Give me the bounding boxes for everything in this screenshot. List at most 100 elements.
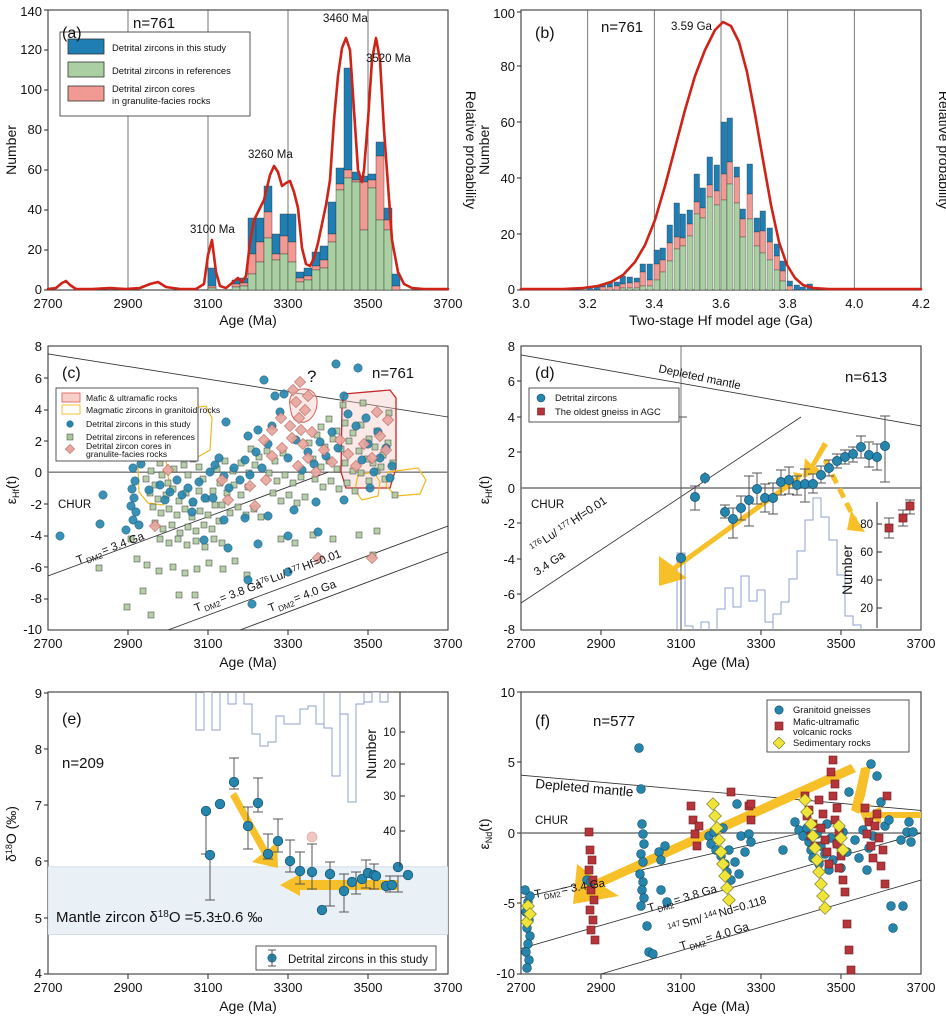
svg-text:5: 5 bbox=[35, 911, 42, 926]
panel-tag-e: (e) bbox=[62, 711, 82, 728]
legend-marker-references-c bbox=[66, 433, 74, 441]
xaxis-e: 2700 2900 3100 3300 3500 3700 bbox=[34, 974, 463, 995]
svg-text:60: 60 bbox=[860, 547, 873, 559]
legend-marker-this-study-c bbox=[66, 420, 74, 428]
svg-text:5: 5 bbox=[508, 755, 515, 770]
svg-text:T: T bbox=[534, 888, 543, 901]
panel-tag-f: (f) bbox=[535, 713, 550, 730]
panel-c: CHUR T DM2 = 3.4 Ga T DM2 = 3.8 Ga T DM2 = … bbox=[0, 339, 473, 684]
trend-arrow-up-e bbox=[230, 792, 278, 868]
svg-text:6: 6 bbox=[35, 371, 42, 386]
svg-text:20: 20 bbox=[28, 242, 42, 257]
svg-text:0: 0 bbox=[508, 826, 515, 841]
panel-n-e: n=209 bbox=[62, 755, 104, 772]
svg-text:-8: -8 bbox=[503, 622, 515, 637]
svg-text:6: 6 bbox=[35, 854, 42, 869]
svg-text:Number: Number bbox=[363, 729, 379, 779]
xaxis-a: 2700 2900 3100 3300 3500 3700 bbox=[34, 296, 463, 311]
xaxis-label-e: Age (Ma) bbox=[219, 998, 277, 1014]
yaxis-e: 4 5 6 7 8 9 bbox=[35, 686, 48, 981]
svg-text:60: 60 bbox=[28, 162, 42, 177]
panel-tag-d: (d) bbox=[535, 365, 555, 382]
panel-b: (b) n=761 3.59 Ga 3.0 3.2 3.4 3.6 3.8 4.… bbox=[473, 0, 946, 330]
svg-text:T: T bbox=[75, 553, 86, 567]
depleted-mantle-line-d bbox=[521, 354, 921, 427]
legend-marker-detrital-d bbox=[536, 393, 546, 403]
svg-text:40: 40 bbox=[383, 826, 396, 838]
svg-text:3500: 3500 bbox=[354, 636, 383, 651]
svg-text:3300: 3300 bbox=[747, 636, 776, 651]
yaxis-a: 0 20 40 60 80 100 120 140 bbox=[20, 4, 48, 297]
legend-label-mafic-f1: Mafic-ultramafic bbox=[793, 716, 859, 727]
legend-label-sedimentary-f: Sedimentary rocks bbox=[793, 737, 871, 748]
svg-text:0: 0 bbox=[508, 481, 515, 496]
svg-text:-10: -10 bbox=[496, 966, 515, 981]
svg-text:4: 4 bbox=[508, 410, 515, 425]
svg-text:3100: 3100 bbox=[667, 980, 696, 995]
svg-text:2700: 2700 bbox=[34, 296, 63, 311]
peak-label-b: 3.59 Ga bbox=[671, 21, 713, 33]
svg-text:T: T bbox=[646, 901, 656, 914]
panel-tag-a: (a) bbox=[62, 25, 82, 42]
legend-marker-mafic-f bbox=[774, 721, 784, 731]
svg-text:100: 100 bbox=[20, 82, 42, 97]
chur-label-f: CHUR bbox=[535, 815, 568, 827]
svg-text:-8: -8 bbox=[30, 591, 42, 606]
legend-label-gneiss-d: The oldest gneiss in AGC bbox=[555, 406, 661, 417]
svg-text:2900: 2900 bbox=[114, 296, 143, 311]
yaxis-label-a: Number bbox=[3, 125, 19, 175]
xaxis-label-c: Age (Ma) bbox=[219, 654, 277, 670]
yaxis-label-d: εHf(t) bbox=[476, 476, 494, 504]
xaxis-b: 3.0 3.2 3.4 3.6 3.8 4.0 4.2 bbox=[512, 296, 930, 311]
svg-text:-5: -5 bbox=[503, 896, 515, 911]
svg-text:DM2: DM2 bbox=[543, 890, 562, 902]
panel-a: Detrital zircons in this study Detrital … bbox=[0, 0, 479, 330]
svg-text:3700: 3700 bbox=[907, 636, 936, 651]
svg-text:120: 120 bbox=[20, 42, 42, 57]
yaxis-label-f: εNd(t) bbox=[476, 819, 494, 850]
mantle-band-e bbox=[48, 866, 448, 935]
svg-text:3100: 3100 bbox=[194, 980, 223, 995]
svg-text:144: 144 bbox=[703, 908, 719, 921]
svg-text:80: 80 bbox=[501, 59, 515, 74]
panel-e: 10 20 30 40 Number Mantle zircon δ18O =5… bbox=[0, 684, 473, 1024]
svg-text:2: 2 bbox=[35, 434, 42, 449]
svg-text:3700: 3700 bbox=[434, 980, 463, 995]
svg-text:-2: -2 bbox=[30, 497, 42, 512]
legend-label-cores-c1: Detrital zircon cores in bbox=[86, 441, 171, 451]
chur-label-c: CHUR bbox=[58, 499, 91, 511]
depleted-mantle-line-c bbox=[48, 353, 448, 418]
svg-text:2700: 2700 bbox=[34, 636, 63, 651]
scatter-sedimentary-f bbox=[521, 793, 850, 929]
legend-swatch-cores bbox=[67, 85, 105, 102]
inset-histogram-e bbox=[195, 692, 389, 803]
svg-text:3.4: 3.4 bbox=[645, 296, 663, 311]
legend-swatch-this-study bbox=[67, 38, 105, 55]
yaxis-b: 0 20 40 60 80 100 bbox=[493, 6, 521, 297]
svg-text:εNd(t): εNd(t) bbox=[476, 819, 494, 850]
legend-f: Granitoid gneisses Mafic-ultramafic volc… bbox=[766, 699, 910, 753]
xaxis-d: 2700 2900 3100 3300 3500 3700 bbox=[507, 630, 936, 651]
bars-a bbox=[207, 67, 401, 290]
legend-swatch-references bbox=[67, 61, 105, 78]
svg-text:2900: 2900 bbox=[587, 980, 616, 995]
svg-text:T: T bbox=[267, 601, 278, 615]
svg-text:-10: -10 bbox=[23, 622, 42, 637]
question-mark-c: ? bbox=[307, 367, 316, 386]
lu-hf-line-d bbox=[521, 416, 802, 604]
svg-text:3.6: 3.6 bbox=[712, 296, 730, 311]
legend-marker-sedimentary-f bbox=[772, 736, 786, 750]
peak-label-3520: 3520 Ma bbox=[366, 53, 411, 65]
xaxis-label-a: Age (Ma) bbox=[219, 312, 277, 328]
legend-label-mafic: Mafic & ultramafic rocks bbox=[86, 393, 177, 403]
svg-text:8: 8 bbox=[35, 339, 42, 354]
panel-tag-c: (c) bbox=[62, 365, 81, 382]
svg-text:εHf(t): εHf(t) bbox=[476, 476, 494, 504]
svg-text:8: 8 bbox=[508, 339, 515, 354]
panel-n-a: n=761 bbox=[133, 15, 175, 32]
svg-text:2700: 2700 bbox=[507, 636, 536, 651]
svg-text:140: 140 bbox=[20, 4, 42, 19]
svg-text:4.0: 4.0 bbox=[845, 296, 863, 311]
svg-text:3300: 3300 bbox=[274, 636, 303, 651]
trend-arrow-flat-e bbox=[280, 874, 398, 896]
